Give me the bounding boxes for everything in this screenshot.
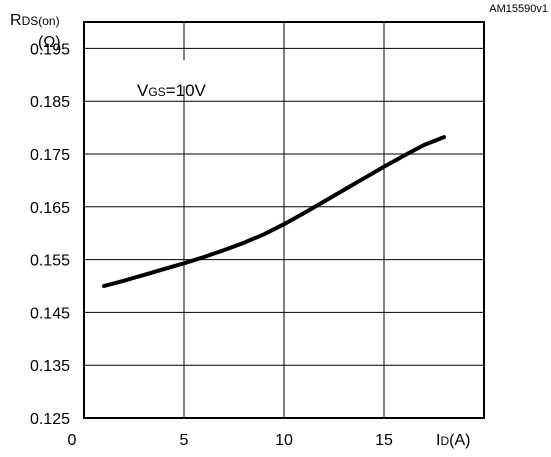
y-axis-unit: (Ω): [38, 34, 61, 51]
y-tick-label: 0.145: [30, 305, 70, 322]
plot-frame: [83, 21, 485, 419]
y-tick-label: 0.165: [30, 200, 70, 217]
x-tick-label: 5: [180, 432, 189, 449]
y-tick-label: 0.135: [30, 358, 70, 375]
x-axis-label: ID(A): [436, 432, 470, 449]
annotation-vgs: VGS=10V: [137, 81, 207, 100]
y-tick-labels: 0.195 0.185 0.175 0.165 0.155 0.145 0.135 0.125: [30, 41, 70, 428]
x-axis-label-sub: D: [440, 434, 449, 448]
annotation-rest: =10V: [166, 81, 207, 100]
y-axis-label-sub: DS(on): [22, 14, 60, 28]
annotation-sub: GS: [148, 85, 165, 99]
annotation-background: [124, 60, 236, 86]
y-tick-label: 0.185: [30, 94, 70, 111]
y-axis-label-main: R: [10, 12, 22, 29]
figure-id: AM15590v1: [489, 3, 548, 15]
y-tick-label: 0.175: [30, 147, 70, 164]
y-tick-label: 0.125: [30, 411, 70, 428]
x-tick-label: 15: [375, 432, 393, 449]
y-axis-label: RDS(on): [10, 12, 60, 29]
x-axis-label-main: I: [436, 432, 440, 449]
annotation-main: V: [137, 81, 149, 100]
x-tick-label: 10: [275, 432, 293, 449]
x-tick-labels: 0 5 10 15: [68, 432, 393, 449]
grid: [84, 22, 484, 418]
y-tick-label: 0.155: [30, 253, 70, 270]
y-tick-label: 0.195: [30, 41, 70, 58]
series-line: [102, 135, 446, 288]
x-axis-label-unit: (A): [449, 432, 470, 449]
x-tick-label: 0: [68, 432, 77, 449]
